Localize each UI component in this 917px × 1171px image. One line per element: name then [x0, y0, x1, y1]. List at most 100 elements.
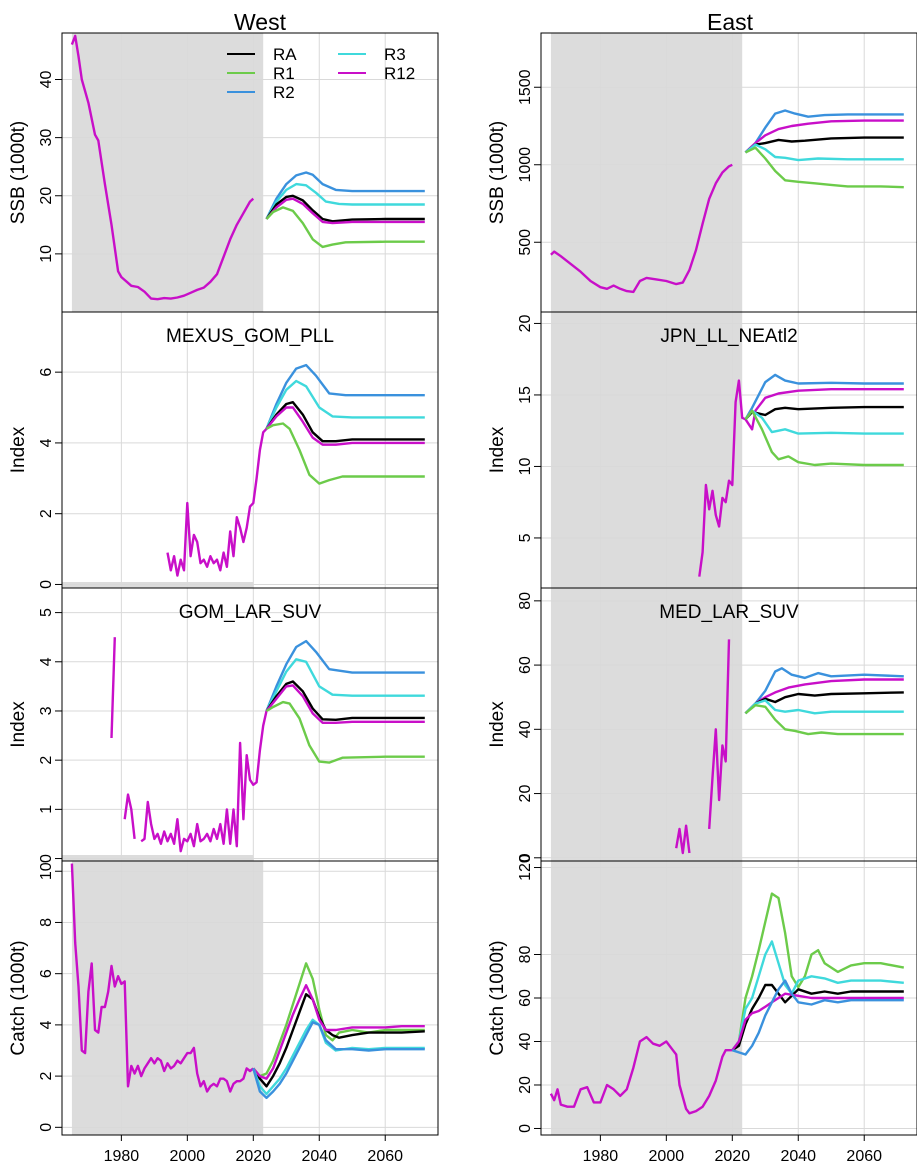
series-line-r2 [265, 171, 425, 220]
panel-1: 10 20 30 40 SSB (1000t) [8, 32, 439, 313]
series-line-r12 [744, 388, 904, 431]
gridlines [541, 33, 917, 312]
y-tick-label: 10 [38, 862, 55, 880]
series-history-line [70, 863, 255, 1093]
x-tick-label: 2060 [367, 1148, 403, 1165]
series-line-r12 [731, 992, 904, 1051]
series-line-r1 [744, 146, 904, 189]
series-line-r3 [265, 658, 425, 712]
panel-7: 0 2 4 6 8 10 Catch (1000t) 1980 2000 2020 2040 2060 [8, 860, 439, 1165]
legend-item-r12: R12 [338, 64, 415, 83]
y-tick-label: 5 [517, 533, 534, 542]
gridlines [62, 588, 438, 861]
x-tick-label: 1980 [104, 1148, 140, 1165]
history-shading [550, 588, 743, 861]
series-line-r2 [731, 979, 904, 1056]
series-line-r3 [744, 143, 904, 162]
y-tick-label: 15 [517, 386, 534, 404]
x-tick-label: 2000 [170, 1148, 206, 1165]
gridlines [541, 588, 917, 861]
x-tick-label: 2040 [301, 1148, 337, 1165]
x-tick-label: 2000 [649, 1148, 685, 1165]
series-line-r3 [744, 699, 904, 715]
series-line-ra [265, 194, 425, 223]
y-axis-label: SSB (1000t) [8, 121, 29, 225]
y-axis-label: SSB (1000t) [487, 121, 508, 225]
legend-item-ra: RA [227, 45, 297, 64]
series-line-r2 [744, 667, 904, 715]
history-shading [71, 861, 264, 1135]
history-shading [550, 312, 743, 588]
y-axis-label: Index [487, 701, 508, 748]
series-line-r3 [265, 182, 425, 220]
y-tick-label: 3 [38, 706, 55, 715]
panel-frame [61, 587, 439, 862]
history-shading [71, 33, 264, 312]
gridlines [62, 312, 438, 588]
y-tick-label: 60 [517, 656, 534, 674]
y-tick-label: 40 [38, 71, 55, 89]
y-tick-label: 6 [38, 969, 55, 978]
y-tick-label: 0 [38, 580, 55, 589]
series-line-r1 [252, 962, 425, 1078]
series-group [70, 34, 425, 301]
column-title-east: East [707, 9, 754, 35]
x-tick-label: 1980 [583, 1148, 619, 1165]
panel-3: 0 2 4 6 Index MEXUS_GOM_PLL [8, 311, 439, 589]
legend-item-r2: R2 [227, 83, 295, 102]
series-group [698, 373, 904, 577]
y-axis-label: Index [487, 426, 508, 473]
series-line-r12 [252, 984, 425, 1080]
series-line-r3 [744, 409, 904, 435]
series-history-line [698, 379, 746, 577]
y-tick-label: 4 [38, 438, 55, 447]
series-line-r12 [744, 119, 904, 154]
column-title-west: West [234, 9, 287, 35]
x-tick-label: 2060 [846, 1148, 882, 1165]
gridlines [62, 33, 438, 312]
series-line-r1 [265, 422, 425, 485]
y-axis-label: Index [8, 701, 29, 748]
panel-frame [61, 311, 439, 589]
x-tick-label: 2020 [715, 1148, 751, 1165]
y-tick-label: 2 [38, 1072, 55, 1081]
series-history-line [550, 163, 733, 294]
series-history-line [708, 639, 731, 829]
y-tick-label: 4 [38, 657, 55, 666]
series-group [70, 863, 425, 1100]
history-shading [62, 582, 254, 588]
panel-title: MED_LAR_SUV [659, 602, 799, 623]
series-line-r2 [265, 363, 425, 430]
y-tick-label: 80 [517, 946, 534, 964]
series-group [110, 637, 425, 853]
y-tick-label: 60 [517, 989, 534, 1007]
y-axis-label: Catch (1000t) [487, 940, 508, 1055]
legend-item-r1: R1 [227, 64, 295, 83]
y-tick-label: 10 [517, 457, 534, 475]
gridlines [62, 861, 438, 1135]
legend-label: RA [273, 45, 297, 64]
history-shading [62, 855, 254, 861]
x-tick-label: 2040 [780, 1148, 816, 1165]
legend-item-r3: R3 [338, 45, 406, 64]
y-tick-label: 500 [517, 229, 534, 256]
gridlines [541, 312, 917, 588]
y-tick-label: 1 [38, 805, 55, 814]
y-tick-label: 4 [38, 1020, 55, 1029]
series-history-line [123, 793, 136, 840]
y-tick-label: 2 [38, 756, 55, 765]
legend-label: R12 [384, 64, 415, 83]
panel-title: GOM_LAR_SUV [179, 602, 322, 623]
y-tick-label: 20 [517, 785, 534, 803]
series-line-ra [265, 680, 425, 721]
panel-title: JPN_LL_NEAtl2 [660, 326, 797, 347]
legend-label: R1 [273, 64, 295, 83]
y-tick-label: 40 [517, 1032, 534, 1050]
panel-frame [61, 860, 439, 1136]
series-line-r3 [252, 1018, 425, 1096]
panel-6: 0 20 40 60 80 Index MED_LAR_SUV [487, 587, 917, 862]
series-line-ra [744, 136, 904, 154]
